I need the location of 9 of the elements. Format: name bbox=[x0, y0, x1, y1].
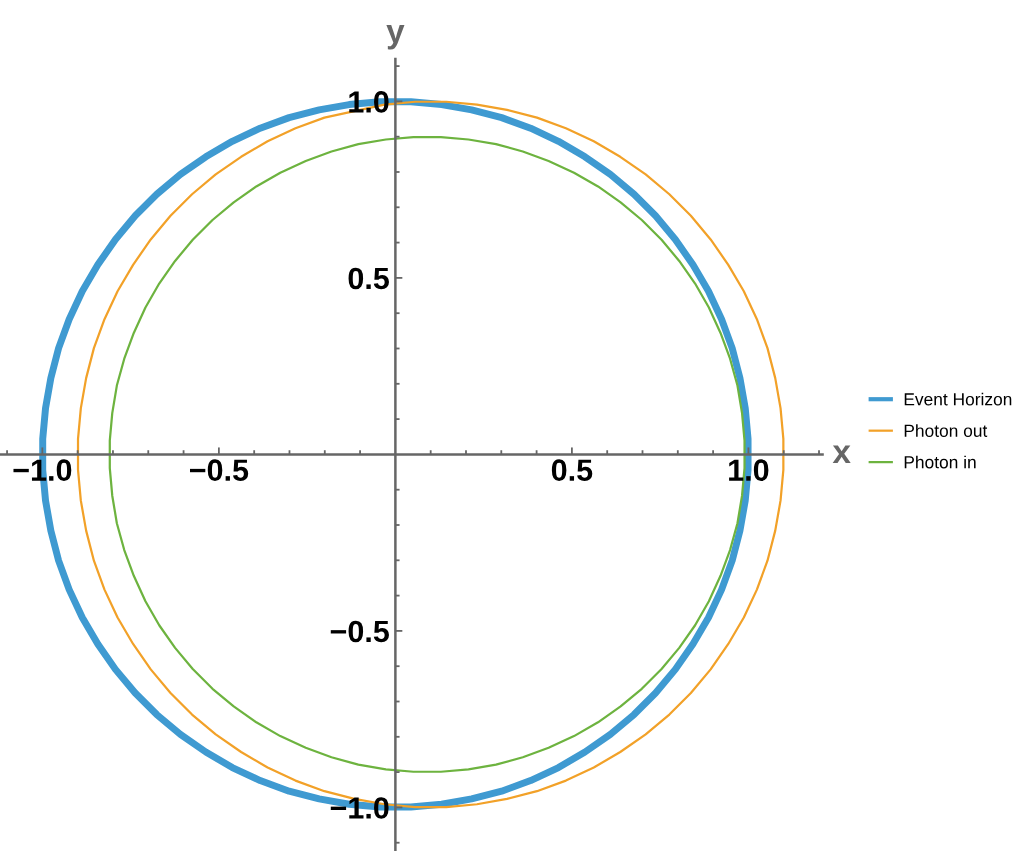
x-tick-label: 0.5 bbox=[551, 459, 593, 482]
y-tick-label: −0.5 bbox=[330, 620, 389, 643]
y-tick-label: 0.5 bbox=[348, 267, 389, 290]
legend-label: Photon out bbox=[904, 424, 988, 437]
legend-label: Photon in bbox=[904, 455, 976, 469]
x-tick-label: −0.5 bbox=[189, 459, 249, 482]
legend-label: Event Horizon bbox=[904, 392, 1012, 406]
y-axis-title: y bbox=[386, 25, 405, 50]
x-axis-title: x bbox=[832, 445, 851, 464]
